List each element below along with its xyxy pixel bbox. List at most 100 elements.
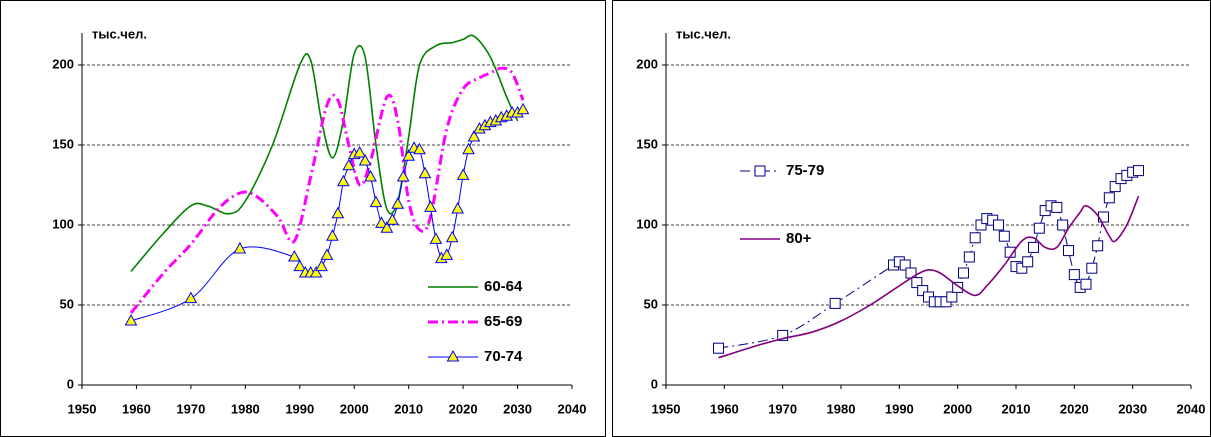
marker	[1028, 241, 1039, 253]
series-line	[718, 195, 1140, 359]
marker	[315, 259, 328, 272]
y-tick-label: 150	[636, 136, 658, 151]
marker	[364, 169, 377, 182]
x-tick-label: 2030	[503, 401, 532, 416]
x-tick-label: 1980	[827, 401, 856, 416]
x-tick-label: 1990	[885, 401, 914, 416]
marker	[1092, 240, 1104, 252]
marker	[958, 267, 969, 279]
legend-label: 65-69	[484, 313, 522, 330]
marker	[1109, 181, 1121, 193]
marker	[969, 232, 981, 244]
marker	[445, 230, 459, 243]
marker	[1033, 222, 1045, 234]
marker	[391, 197, 405, 209]
marker	[402, 149, 416, 161]
y-tick-label: 0	[67, 376, 74, 391]
marker	[336, 174, 350, 187]
marker	[331, 206, 345, 219]
legend-label: 75-79	[786, 162, 824, 179]
marker	[456, 168, 470, 180]
marker	[184, 291, 198, 304]
x-tick-label: 1960	[122, 401, 151, 416]
marker	[777, 329, 789, 341]
marker	[1103, 192, 1115, 204]
legend-label: 80+	[786, 230, 812, 247]
legend-label: 70-74	[484, 348, 523, 365]
marker	[829, 297, 841, 309]
marker	[424, 200, 437, 212]
marker	[429, 232, 443, 244]
y-tick-label: 200	[636, 56, 658, 71]
marker	[353, 145, 367, 158]
x-tick-label: 1950	[68, 401, 97, 416]
x-tick-label: 1980	[231, 401, 260, 416]
marker	[963, 251, 975, 263]
y-tick-label: 200	[52, 56, 74, 71]
marker	[1063, 245, 1074, 257]
marker	[413, 142, 426, 155]
marker	[375, 216, 388, 228]
x-tick-label: 2010	[394, 401, 423, 416]
marker	[946, 291, 958, 303]
marker	[1080, 278, 1092, 290]
x-tick-label: 2020	[1060, 401, 1089, 416]
x-tick-label: 2000	[340, 401, 369, 416]
y-tick-label: 0	[651, 376, 658, 391]
marker	[713, 342, 724, 354]
x-tick-label: 2040	[558, 401, 587, 416]
marker	[320, 248, 334, 260]
x-tick-label: 2030	[1118, 401, 1147, 416]
y-tick-label: 150	[52, 136, 74, 151]
marker	[380, 221, 394, 233]
series-line	[130, 34, 519, 272]
marker	[326, 229, 339, 241]
series-line	[130, 109, 524, 322]
marker	[1086, 262, 1098, 274]
marker	[899, 259, 911, 271]
x-tick-label: 1970	[176, 401, 205, 416]
y-tick-label: 50	[60, 296, 74, 311]
marker	[233, 241, 247, 254]
y-tick-label: 50	[644, 296, 658, 311]
marker	[993, 219, 1004, 231]
marker	[418, 166, 432, 179]
marker	[124, 313, 138, 326]
marker	[1051, 201, 1063, 213]
marker	[358, 153, 372, 166]
marker	[309, 265, 323, 278]
marker	[342, 158, 356, 171]
marker	[396, 169, 410, 182]
x-tick-label: 1950	[652, 401, 681, 416]
y-axis-label: тыс.чел.	[676, 26, 731, 41]
marker	[917, 285, 929, 297]
marker	[516, 102, 530, 115]
y-tick-label: 100	[636, 216, 658, 231]
marker	[467, 129, 481, 142]
marker	[369, 195, 383, 208]
marker	[975, 219, 987, 231]
marker	[440, 248, 454, 260]
marker	[1133, 165, 1144, 177]
series-line	[129, 66, 525, 314]
x-tick-label: 2020	[449, 401, 478, 416]
marker	[293, 259, 307, 272]
panel-frame	[612, 0, 1211, 437]
x-tick-label: 2040	[1177, 401, 1206, 416]
y-axis-label: тыс.чел.	[92, 26, 147, 41]
legend-marker	[754, 165, 766, 177]
x-tick-label: 1970	[768, 401, 797, 416]
marker	[911, 277, 923, 289]
marker	[451, 201, 465, 214]
marker	[952, 281, 964, 293]
marker	[385, 213, 399, 225]
x-tick-label: 1990	[285, 401, 314, 416]
marker	[1016, 262, 1028, 274]
y-tick-label: 100	[52, 216, 74, 231]
x-tick-label: 1960	[710, 401, 739, 416]
x-tick-label: 2010	[1002, 401, 1031, 416]
marker	[1022, 256, 1034, 268]
marker	[287, 249, 301, 262]
legend-marker	[446, 349, 460, 362]
